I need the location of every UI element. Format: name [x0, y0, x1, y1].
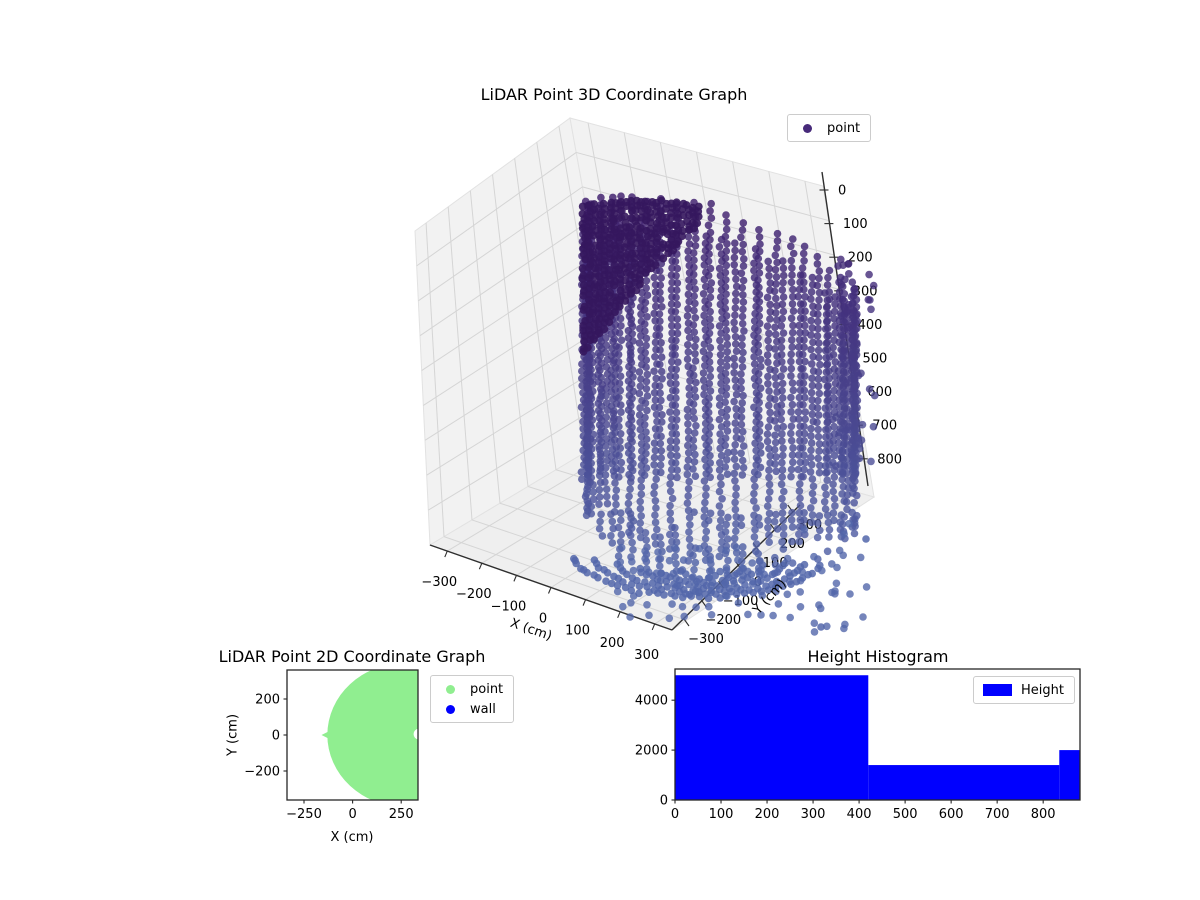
histogram-bars [675, 675, 1080, 800]
svg-text:300: 300 [801, 807, 826, 822]
legend-label: Height [1021, 682, 1064, 698]
svg-text:200: 200 [600, 636, 625, 651]
svg-text:200: 200 [848, 251, 873, 266]
plot2d-title: LiDAR Point 2D Coordinate Graph [218, 647, 486, 666]
legend-item-point: point [795, 118, 860, 138]
svg-text:−100: −100 [491, 599, 527, 614]
legend-label: point [827, 120, 861, 136]
legend-label: point [470, 681, 504, 697]
svg-text:800: 800 [877, 452, 902, 467]
legend-item-point: point [438, 679, 503, 699]
svg-text:0: 0 [671, 807, 679, 822]
svg-text:2000: 2000 [635, 744, 668, 759]
histogram-legend: Height [973, 676, 1075, 704]
legend-label: wall [470, 701, 496, 717]
plot3d-title: LiDAR Point 3D Coordinate Graph [480, 85, 748, 104]
svg-text:0: 0 [838, 184, 846, 199]
svg-text:400: 400 [847, 807, 872, 822]
svg-text:100: 100 [843, 217, 868, 232]
axis-ticks-and-labels: 0 100 200 300 400 500 600 700 800 0 2000 4000 [635, 694, 1056, 822]
svg-text:0: 0 [539, 612, 547, 627]
legend-item-height: Height [981, 680, 1064, 700]
plot3d-legend: point [787, 114, 872, 142]
svg-text:−300: −300 [688, 632, 724, 647]
point-marker-icon [803, 123, 812, 133]
plot2d-yaxis-label: Y (cm) [225, 713, 241, 757]
svg-text:4000: 4000 [635, 694, 668, 709]
plot2d-legend: point wall [430, 675, 515, 723]
svg-text:−200: −200 [456, 587, 492, 602]
svg-text:700: 700 [872, 419, 897, 434]
wall-marker-icon [446, 704, 455, 714]
svg-text:−300: −300 [421, 575, 457, 590]
histogram-title: Height Histogram [807, 647, 949, 666]
height-swatch-icon [983, 684, 1012, 696]
svg-text:200: 200 [755, 807, 780, 822]
svg-text:300: 300 [634, 648, 659, 663]
svg-text:500: 500 [893, 807, 918, 822]
svg-text:600: 600 [939, 807, 964, 822]
point-marker-icon [446, 684, 455, 694]
point-cloud-3d [570, 192, 879, 636]
plot2d-xaxis-label: X (cm) [330, 830, 374, 845]
svg-text:800: 800 [1031, 807, 1056, 822]
legend-item-wall: wall [438, 699, 503, 719]
svg-text:700: 700 [985, 807, 1010, 822]
svg-text:100: 100 [565, 624, 590, 639]
svg-text:400: 400 [858, 318, 883, 333]
svg-text:100: 100 [709, 807, 734, 822]
scan-region-points [321, 670, 418, 800]
svg-text:0: 0 [660, 794, 668, 809]
svg-text:500: 500 [863, 352, 888, 367]
